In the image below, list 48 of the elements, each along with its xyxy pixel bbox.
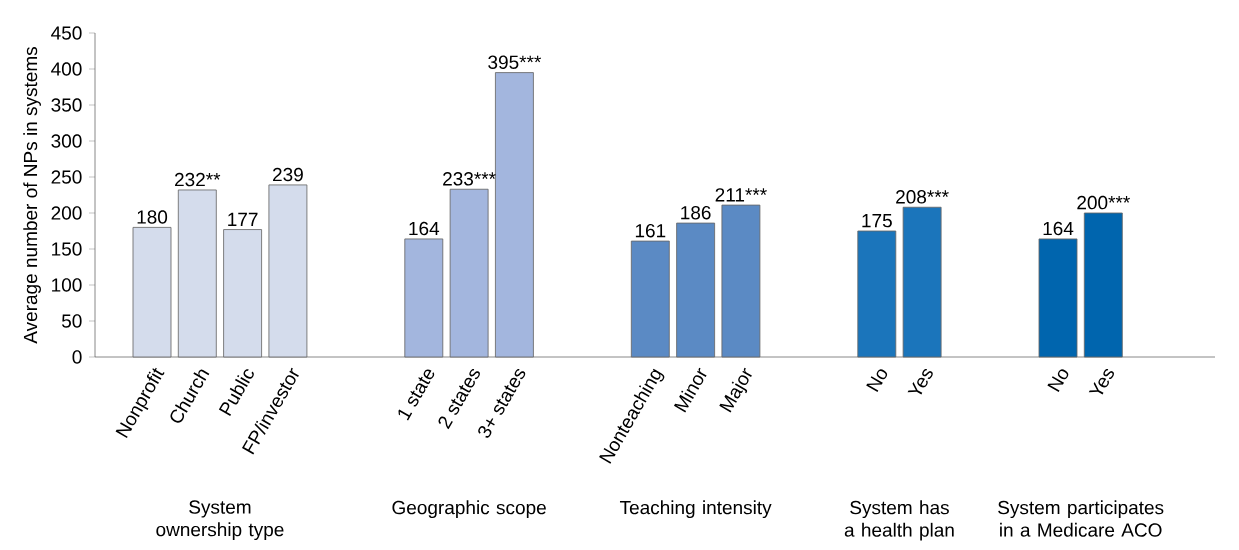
bar — [223, 229, 263, 358]
text: System participates in a Medicare ACO — [998, 500, 1164, 537]
text: Geographic scope — [392, 500, 546, 519]
bar — [630, 240, 670, 358]
bar — [1083, 212, 1123, 358]
x-tick-label: Yes — [907, 368, 933, 395]
y-tick-label: 400 — [51, 62, 82, 76]
y-tick-label: 300 — [51, 134, 82, 148]
data-label: 164 — [409, 221, 440, 236]
y-tick-label: 200 — [51, 206, 82, 220]
bar — [132, 226, 172, 358]
x-tick-label: Yes — [1088, 368, 1114, 395]
y-tick-label: 250 — [51, 170, 82, 184]
data-label: 233*** — [443, 172, 496, 186]
bar — [676, 222, 716, 358]
y-axis-title: Average number of NPs in systems — [23, 47, 41, 344]
bar — [268, 184, 308, 358]
data-label: 395*** — [488, 55, 542, 69]
data-label: 200*** — [1077, 195, 1130, 210]
data-label: 211*** — [715, 188, 767, 202]
bar — [721, 204, 761, 358]
text: Teaching intensity — [619, 500, 772, 519]
bar — [902, 206, 942, 358]
bar — [857, 230, 897, 358]
data-label: 186 — [681, 205, 711, 220]
y-tick-label: 450 — [51, 26, 82, 40]
bar — [494, 72, 534, 358]
bar — [177, 189, 217, 358]
data-label: 180 — [137, 210, 168, 224]
y-tick-label: 150 — [52, 242, 82, 256]
x-tick-label: No — [866, 369, 888, 392]
data-label: 175 — [862, 214, 892, 228]
bar — [404, 238, 444, 358]
y-tick-label: 50 — [61, 314, 82, 328]
x-tick-label: No — [1047, 369, 1069, 392]
data-label: 232** — [175, 172, 221, 187]
text: System ownership type — [156, 500, 284, 541]
bar — [449, 188, 489, 358]
data-label: 177 — [228, 212, 258, 226]
bar — [1038, 238, 1078, 358]
data-label: 239 — [273, 167, 303, 182]
text: System has a health plan — [844, 500, 954, 541]
y-tick-label: 100 — [52, 278, 82, 292]
data-label: 164 — [1043, 221, 1074, 236]
data-label: 161 — [635, 223, 666, 238]
y-tick-label: 0 — [72, 350, 82, 364]
y-tick-label: 350 — [51, 98, 82, 112]
data-label: 208*** — [896, 190, 949, 204]
